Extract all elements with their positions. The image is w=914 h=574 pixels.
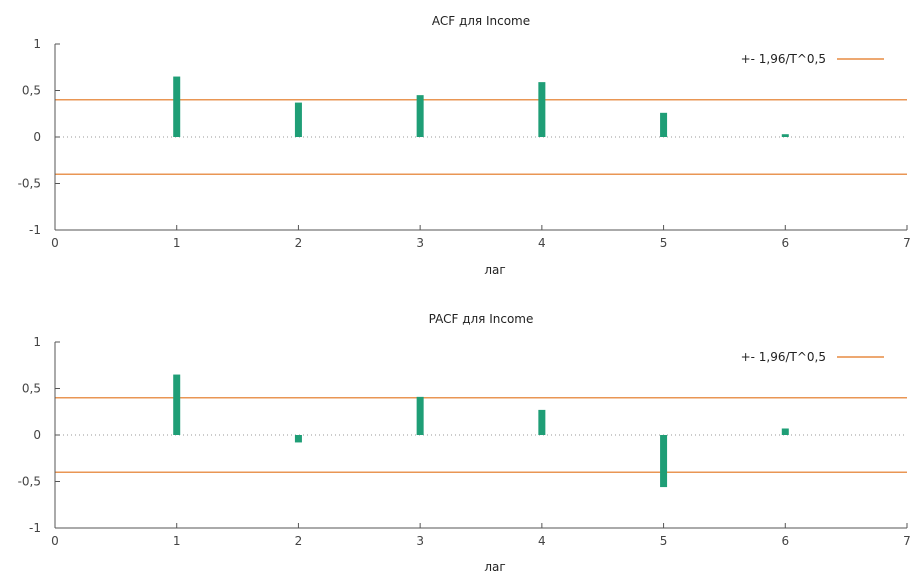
pacf-y-tick-label: 1 <box>33 335 41 349</box>
acf-bar-lag-5 <box>660 112 668 137</box>
acf-y-tick-label: -0,5 <box>18 177 41 191</box>
acf-bar-lag-2 <box>294 102 302 137</box>
acf-y-tick-label: -1 <box>29 223 41 237</box>
acf-x-tick-label: 6 <box>781 236 789 250</box>
acf-y-tick-label: 0,5 <box>22 84 41 98</box>
pacf-x-tick-label: 1 <box>173 534 181 548</box>
acf-chart: ACF для Income 1 0,5 0 -0,5 -1 0 1 2 3 4 5 6 7 лаг +- 1… <box>18 14 911 277</box>
pacf-y-tick-label: 0,5 <box>22 382 41 396</box>
pacf-bar-lag-1 <box>173 374 181 435</box>
pacf-x-axis-label: лаг <box>484 560 505 574</box>
pacf-x-tick-label: 7 <box>903 534 911 548</box>
pacf-x-tick-label: 0 <box>51 534 59 548</box>
acf-bar-lag-1 <box>173 76 181 137</box>
acf-bar-lag-4 <box>538 82 546 137</box>
acf-x-tick-label: 1 <box>173 236 181 250</box>
pacf-bar-lag-3 <box>416 396 424 435</box>
pacf-x-tick-label: 3 <box>416 534 424 548</box>
pacf-x-tick-label: 5 <box>660 534 668 548</box>
pacf-x-tick-label: 4 <box>538 534 546 548</box>
pacf-legend-label: +- 1,96/T^0,5 <box>741 350 826 364</box>
pacf-title: PACF для Income <box>429 312 534 326</box>
pacf-bar-lag-5 <box>660 435 668 488</box>
pacf-y-tick-label: -0,5 <box>18 475 41 489</box>
acf-x-tick-label: 4 <box>538 236 546 250</box>
pacf-x-tick-label: 6 <box>781 534 789 548</box>
acf-y-tick-label: 0 <box>33 130 41 144</box>
acf-bar-lag-6 <box>781 134 789 137</box>
acf-x-tick-label: 3 <box>416 236 424 250</box>
pacf-bar-lag-6 <box>781 428 789 435</box>
acf-legend-label: +- 1,96/T^0,5 <box>741 52 826 66</box>
acf-bar-lag-3 <box>416 95 424 137</box>
pacf-y-tick-label: 0 <box>33 428 41 442</box>
pacf-bar-lag-2 <box>294 435 302 443</box>
acf-x-tick-label: 0 <box>51 236 59 250</box>
acf-x-tick-label: 5 <box>660 236 668 250</box>
pacf-y-tick-label: -1 <box>29 521 41 535</box>
acf-x-axis-label: лаг <box>484 263 505 277</box>
acf-x-tick-label: 7 <box>903 236 911 250</box>
pacf-chart: PACF для Income 1 0,5 0 -0,5 -1 0 1 2 3 4 5 6 7 лаг +- … <box>18 312 911 574</box>
pacf-bar-lag-4 <box>538 409 546 435</box>
acf-title: ACF для Income <box>432 14 530 28</box>
pacf-x-tick-label: 2 <box>295 534 303 548</box>
acf-y-tick-label: 1 <box>33 37 41 51</box>
acf-x-tick-label: 2 <box>295 236 303 250</box>
